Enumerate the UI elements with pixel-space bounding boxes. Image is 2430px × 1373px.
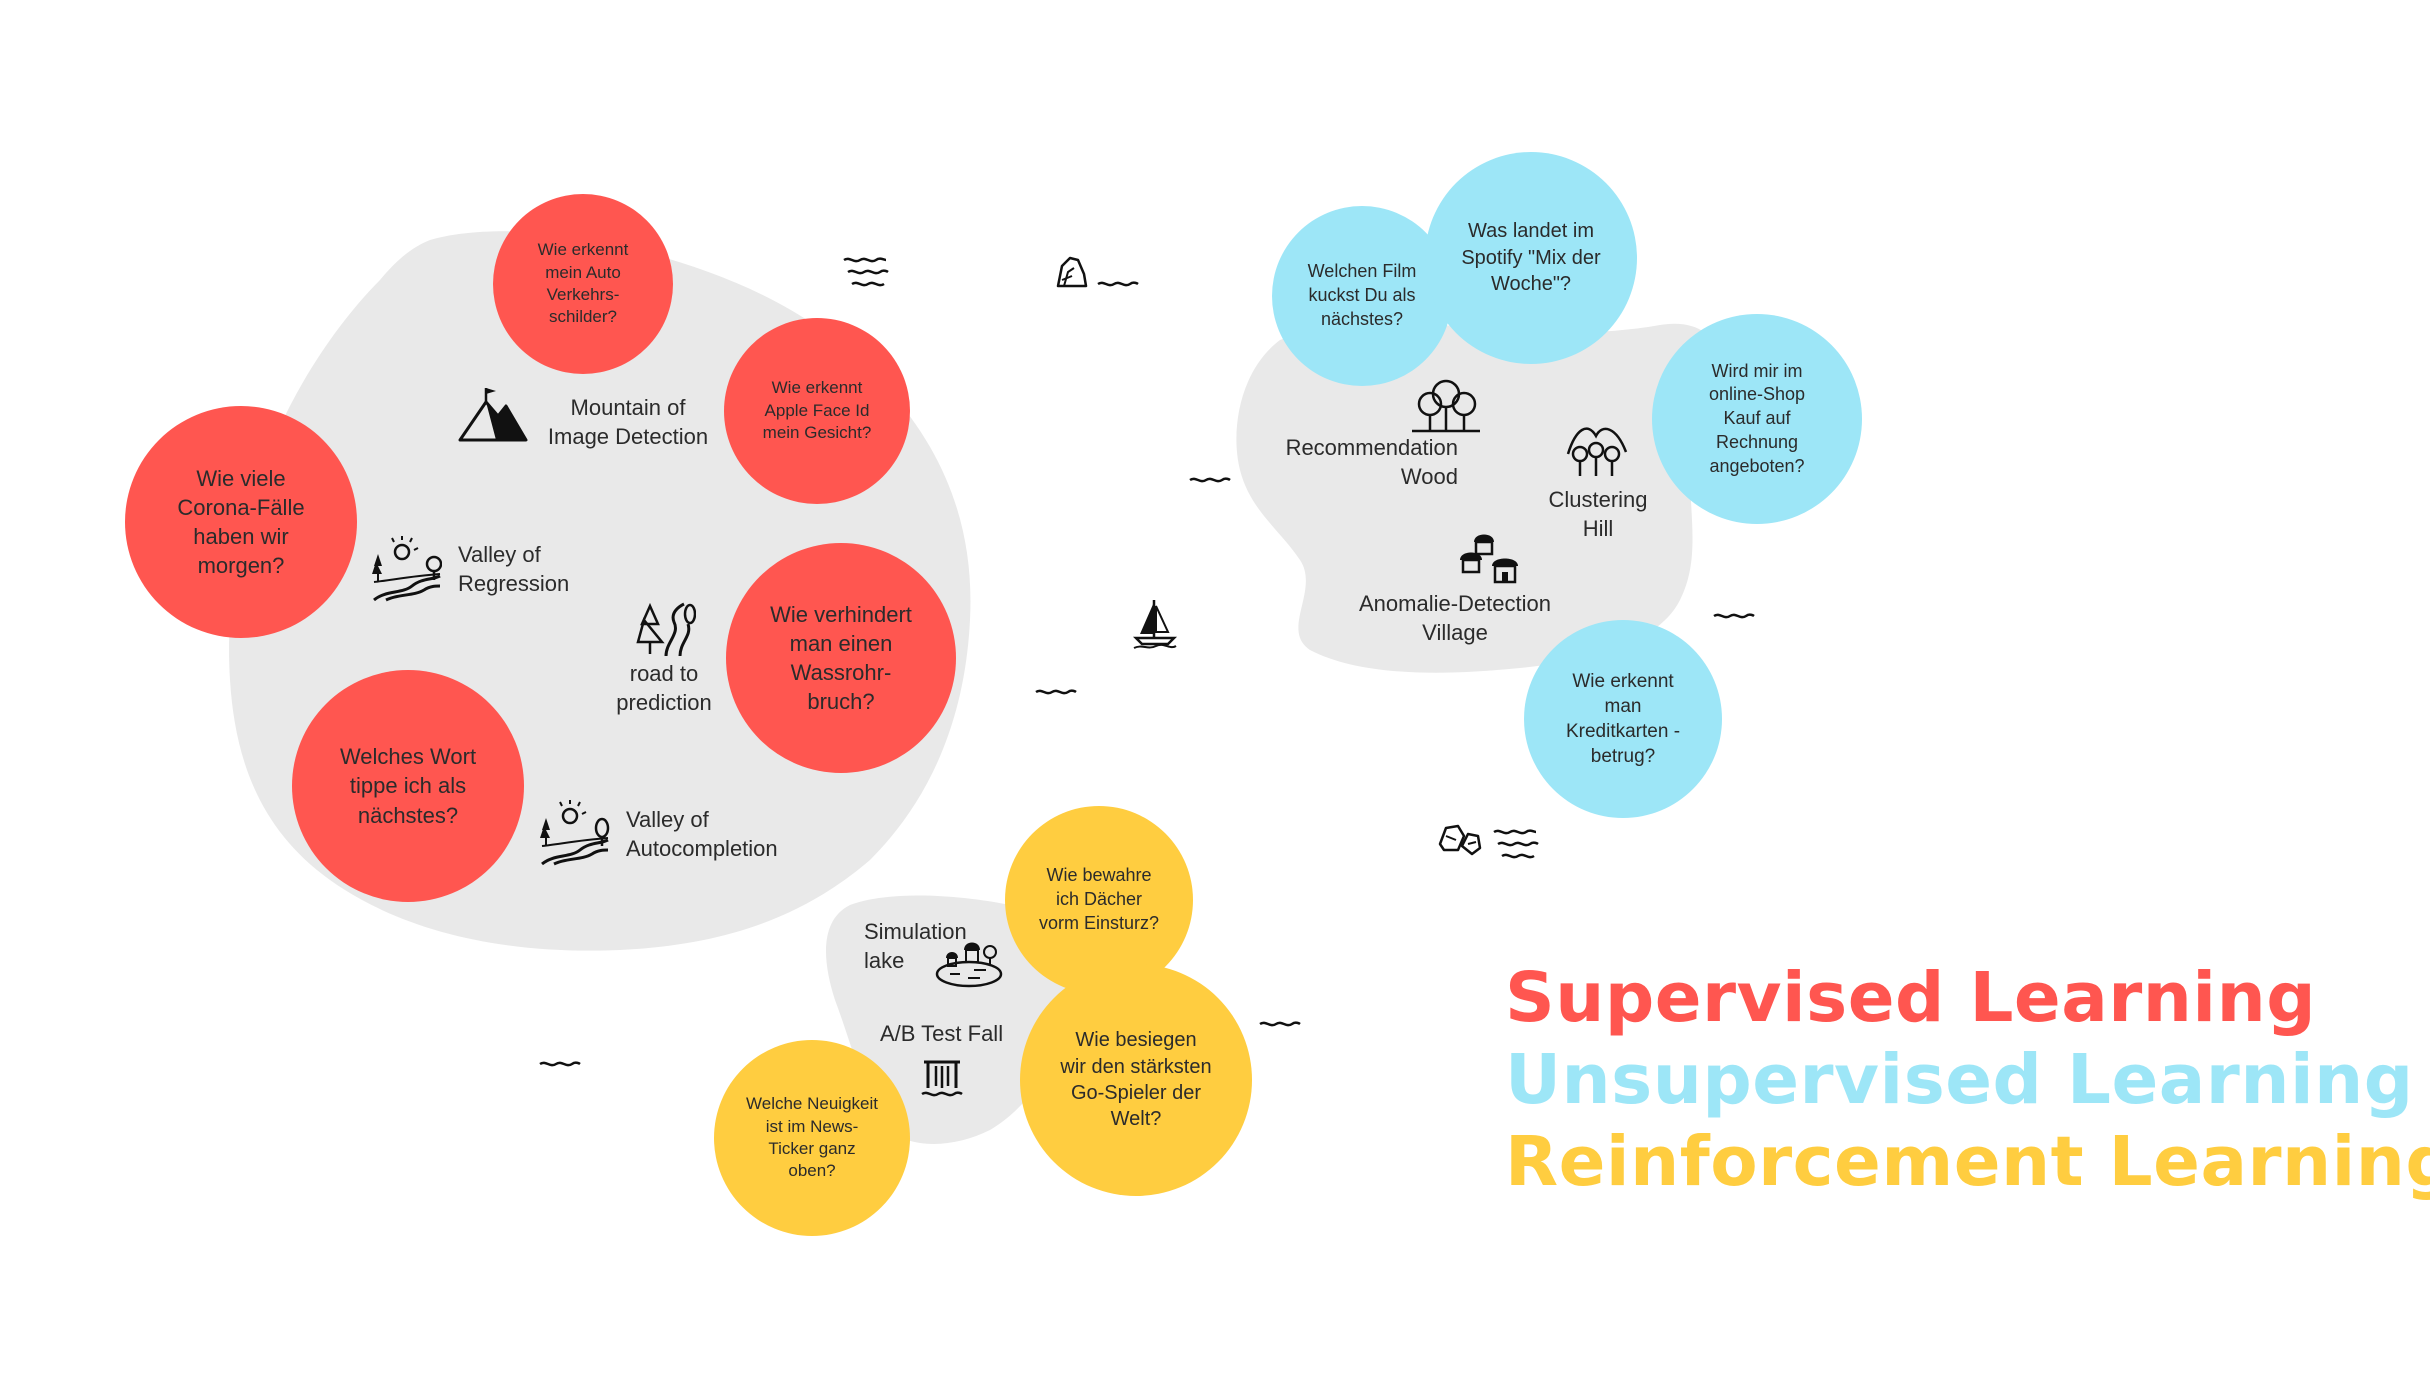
bubble-invoice: Wird mir im online-Shop Kauf auf Rechnun… bbox=[1652, 314, 1862, 524]
bubble-spotify: Was landet im Spotify "Mix der Woche"? bbox=[1425, 152, 1637, 364]
place-simulation-lake: Simulation lake bbox=[864, 918, 984, 975]
bubble-next-word: Welches Wort tippe ich als nächstes? bbox=[292, 670, 524, 902]
bubble-invoice-text: Wird mir im online-Shop Kauf auf Rechnun… bbox=[1708, 360, 1806, 476]
wave-icon bbox=[843, 257, 889, 287]
place-recommendation: Recommendation Wood bbox=[1268, 434, 1458, 491]
wave-icon bbox=[1713, 613, 1755, 619]
place-valley-regression: Valley of Regression bbox=[458, 541, 598, 598]
place-clustering-label: Clustering Hill bbox=[1548, 487, 1648, 541]
place-recommendation-label: Recommendation Wood bbox=[1285, 435, 1458, 489]
place-mountain: Mountain of Image Detection bbox=[538, 394, 718, 451]
place-valley-autocompletion-label: Valley of Autocompletion bbox=[626, 807, 778, 861]
bubble-go-text: Wie besiegen wir den stärksten Go-Spiele… bbox=[1060, 1029, 1212, 1131]
lake-village-icon bbox=[935, 942, 1003, 988]
huts-icon bbox=[1460, 534, 1518, 584]
place-ab-test-label: A/B Test Fall bbox=[880, 1021, 1004, 1046]
wave-icon bbox=[1035, 689, 1077, 695]
bubble-news-text: Welche Neuigkeit ist im News-Ticker ganz… bbox=[746, 1094, 878, 1181]
bubble-traffic-signs-text: Wie erkennt mein Auto Verkehrs-schilder? bbox=[537, 240, 629, 327]
bubble-face-id-text: Wie erkennt Apple Face Id mein Gesicht? bbox=[762, 378, 872, 443]
wave-icon bbox=[1189, 477, 1231, 483]
bubble-roofs: Wie bewahre ich Dächer vorm Einsturz? bbox=[1005, 806, 1193, 994]
trees-icon bbox=[1412, 379, 1480, 433]
bubble-roofs-text: Wie bewahre ich Dächer vorm Einsturz? bbox=[1038, 865, 1160, 933]
place-road-label: road to prediction bbox=[616, 661, 712, 715]
place-anomaly: Anomalie-Detection Village bbox=[1350, 590, 1560, 647]
bubble-next-word-text: Welches Wort tippe ich als nächstes? bbox=[339, 744, 477, 828]
bubble-film: Welchen Film kuckst Du als nächstes? bbox=[1272, 206, 1452, 386]
wave-icon bbox=[539, 1061, 581, 1067]
place-ab-test: A/B Test Fall bbox=[880, 1020, 1020, 1049]
stones-icon bbox=[1438, 824, 1482, 856]
bubble-credit-card: Wie erkennt man Kreditkarten -betrug? bbox=[1524, 620, 1722, 818]
waterfall-icon bbox=[921, 1060, 963, 1097]
wave-icon bbox=[1493, 829, 1539, 859]
bubble-go: Wie besiegen wir den stärksten Go-Spiele… bbox=[1020, 964, 1252, 1196]
bubble-face-id: Wie erkennt Apple Face Id mein Gesicht? bbox=[724, 318, 910, 504]
bubble-news: Welche Neuigkeit ist im News-Ticker ganz… bbox=[714, 1040, 910, 1236]
bubble-credit-card-text: Wie erkennt man Kreditkarten -betrug? bbox=[1565, 670, 1681, 768]
bubble-corona: Wie viele Corona-Fälle haben wir morgen? bbox=[125, 406, 357, 638]
bubble-corona-text: Wie viele Corona-Fälle haben wir morgen? bbox=[177, 465, 305, 579]
hills-trees-icon bbox=[1566, 427, 1628, 476]
bubble-spotify-text: Was landet im Spotify "Mix der Woche"? bbox=[1461, 220, 1601, 296]
place-mountain-label: Mountain of Image Detection bbox=[547, 395, 709, 449]
forest-road-icon bbox=[636, 602, 696, 657]
bubble-traffic-signs: Wie erkennt mein Auto Verkehrs-schilder? bbox=[493, 194, 673, 374]
legend-reinforcement: Reinforcement Learning bbox=[1505, 1122, 2430, 1202]
place-road: road to prediction bbox=[604, 660, 724, 717]
place-valley-autocompletion: Valley of Autocompletion bbox=[626, 806, 816, 863]
place-valley-regression-label: Valley of Regression bbox=[458, 542, 570, 596]
valley-icon bbox=[372, 536, 442, 602]
mountain-icon bbox=[458, 388, 528, 442]
legend-supervised: Supervised Learning bbox=[1505, 958, 2317, 1038]
legend-unsupervised: Unsupervised Learning bbox=[1505, 1040, 2414, 1120]
place-simulation-lake-label: Simulation lake bbox=[864, 919, 967, 973]
bubble-film-text: Welchen Film kuckst Du als nächstes? bbox=[1307, 261, 1417, 329]
bubble-water-pipe-text: Wie verhindert man einen Wassrohr-bruch? bbox=[770, 601, 912, 715]
wave-icon bbox=[1097, 281, 1139, 287]
sailboat-icon bbox=[1132, 600, 1178, 649]
bubble-water-pipe: Wie verhindert man einen Wassrohr-bruch? bbox=[726, 543, 956, 773]
unsupervised-island bbox=[1236, 323, 1717, 673]
valley-icon bbox=[540, 800, 610, 866]
place-clustering: Clustering Hill bbox=[1538, 486, 1658, 543]
wave-icon bbox=[1259, 1021, 1301, 1027]
rock-icon bbox=[1056, 256, 1088, 288]
place-anomaly-label: Anomalie-Detection Village bbox=[1359, 591, 1551, 645]
